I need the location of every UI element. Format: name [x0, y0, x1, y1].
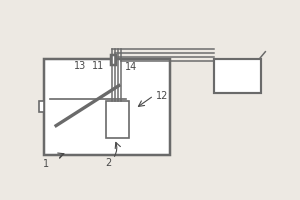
- Bar: [111, 55, 116, 65]
- Bar: [214, 59, 261, 93]
- Text: 2: 2: [105, 158, 112, 168]
- Text: 1: 1: [43, 159, 49, 169]
- Text: 14: 14: [125, 62, 137, 72]
- Bar: [39, 101, 44, 112]
- Bar: [44, 59, 170, 155]
- Text: 12: 12: [156, 91, 169, 101]
- Text: 11: 11: [92, 61, 104, 71]
- Bar: [106, 101, 129, 138]
- Text: 13: 13: [74, 61, 87, 71]
